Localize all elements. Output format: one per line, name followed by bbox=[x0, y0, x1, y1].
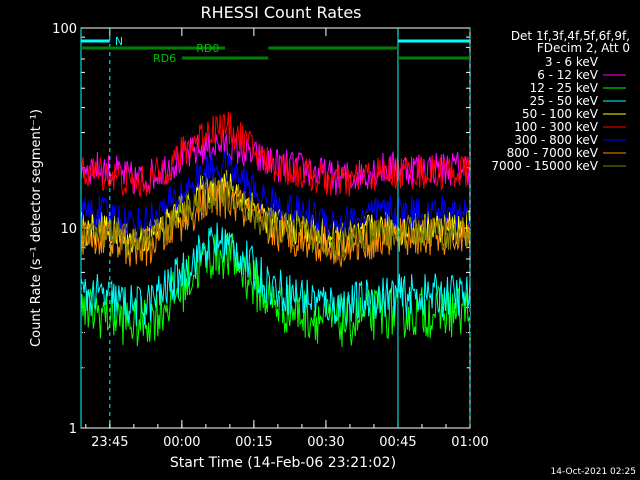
x-tick-label: 00:30 bbox=[307, 435, 344, 450]
flag-label-n: N bbox=[115, 35, 123, 48]
x-tick-label: 00:15 bbox=[235, 435, 272, 450]
x-tick-label: 23:45 bbox=[91, 435, 128, 450]
x-axis-label: Start Time (14-Feb-06 23:21:02) bbox=[170, 455, 396, 471]
series-line-0 bbox=[80, 201, 471, 416]
x-tick-label: 01:00 bbox=[451, 435, 488, 450]
y-tick-label: 100 bbox=[52, 22, 77, 37]
y-axis-label: Count Rate (s⁻¹ detector segment⁻¹) bbox=[29, 109, 44, 347]
series-line-2 bbox=[80, 227, 471, 348]
x-tick-label: 00:00 bbox=[163, 435, 200, 450]
footer-timestamp: 14-Oct-2021 02:25 bbox=[551, 467, 636, 477]
series-line-5 bbox=[80, 111, 471, 198]
legend-label-5: 100 - 300 keV bbox=[514, 120, 598, 134]
y-tick-label: 10 bbox=[60, 222, 77, 237]
legend-label-4: 50 - 100 keV bbox=[522, 107, 599, 121]
series-line-3 bbox=[80, 222, 471, 327]
series-line-7 bbox=[80, 179, 471, 267]
legend-label-2: 12 - 25 keV bbox=[530, 81, 599, 95]
flag-label-rd6: RD6 bbox=[153, 52, 176, 65]
legend-label-8: 7000 - 15000 keV bbox=[491, 159, 598, 173]
legend-label-6: 300 - 800 keV bbox=[514, 133, 598, 147]
series-line-8 bbox=[80, 177, 471, 262]
legend-label-1: 6 - 12 keV bbox=[537, 68, 599, 82]
legend-label-0: 3 - 6 keV bbox=[545, 55, 599, 69]
legend-header-line-1: Det 1f,3f,4f,5f,6f,9f, bbox=[511, 29, 630, 43]
x-tick-label: 00:45 bbox=[379, 435, 416, 450]
legend-label-7: 800 - 7000 keV bbox=[507, 146, 599, 160]
y-tick-label: 1 bbox=[69, 422, 77, 437]
chart-title: RHESSI Count Rates bbox=[201, 3, 362, 22]
legend-label-3: 25 - 50 keV bbox=[530, 94, 599, 108]
flag-label-rd0: RD0 bbox=[196, 42, 219, 55]
series-line-6 bbox=[80, 151, 471, 241]
legend-header-line-2: FDecim 2, Att 0 bbox=[537, 41, 630, 55]
